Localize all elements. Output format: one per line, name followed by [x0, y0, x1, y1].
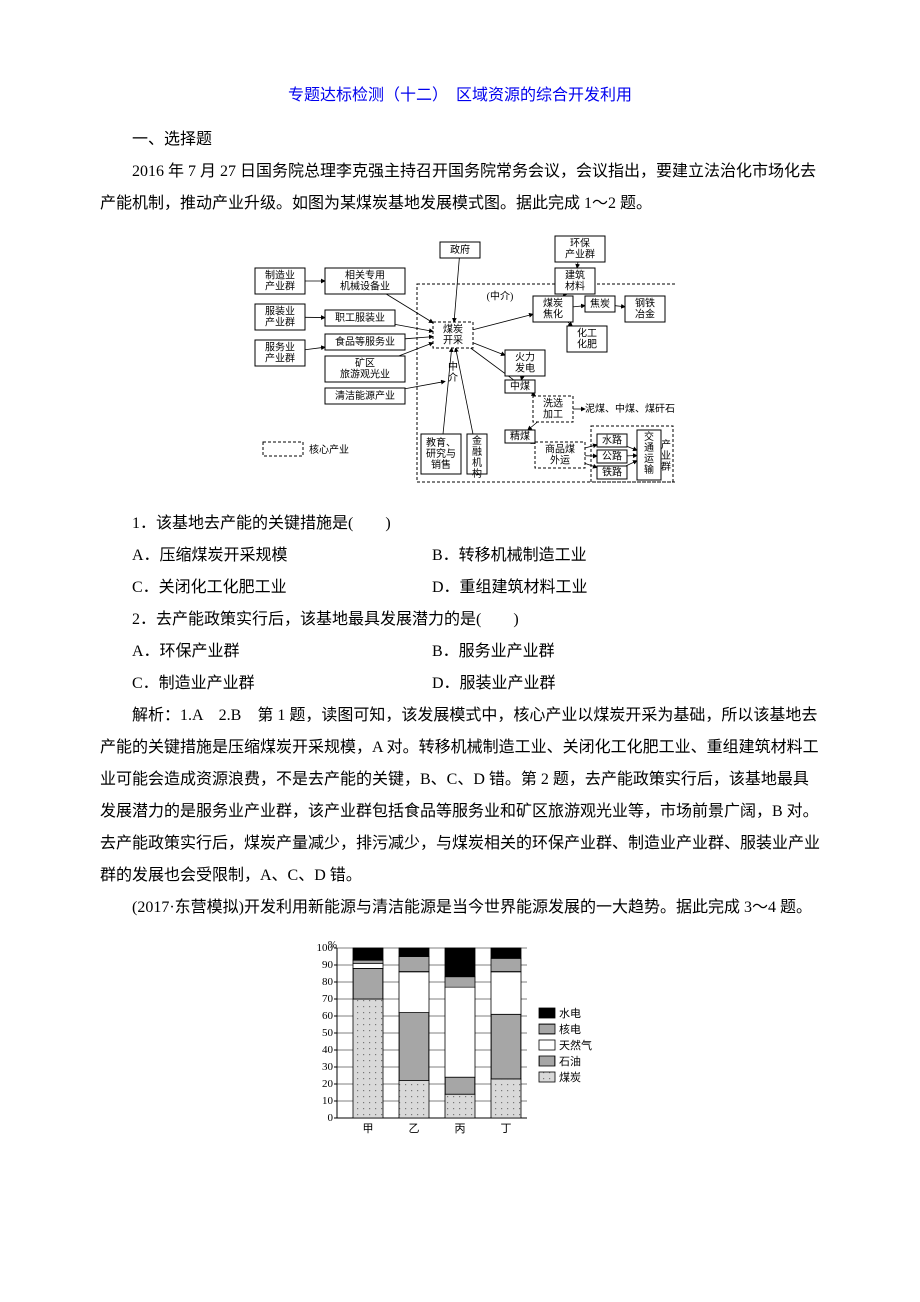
- question-2: 2．去产能政策实行后，该基地最具发展潜力的是( ): [100, 604, 820, 636]
- svg-text:服务业: 服务业: [265, 341, 295, 354]
- svg-text:乙: 乙: [409, 1122, 420, 1135]
- svg-text:钢铁: 钢铁: [635, 297, 655, 310]
- svg-text:相关专用: 相关专用: [345, 269, 385, 282]
- svg-text:丁: 丁: [501, 1123, 512, 1135]
- svg-text:产业群: 产业群: [565, 248, 595, 261]
- svg-text:加工: 加工: [543, 409, 563, 421]
- svg-text:环保: 环保: [570, 237, 590, 250]
- svg-text:机械设备业: 机械设备业: [340, 280, 390, 293]
- question-2-options-row1: A．环保产业群 B．服务业产业群: [132, 636, 820, 668]
- q1-option-a: A．压缩煤炭开采规模: [132, 540, 432, 572]
- svg-text:产: 产: [661, 438, 671, 451]
- svg-text:构: 构: [472, 467, 482, 480]
- svg-text:20: 20: [322, 1078, 334, 1090]
- svg-text:洗选: 洗选: [543, 397, 563, 410]
- svg-text:旅游观光业: 旅游观光业: [340, 368, 390, 381]
- svg-text:冶金: 冶金: [635, 308, 655, 321]
- svg-text:水电: 水电: [559, 1007, 581, 1020]
- svg-text:发电: 发电: [515, 362, 535, 375]
- svg-text:产业群: 产业群: [265, 352, 295, 365]
- q1-option-d: D．重组建筑材料工业: [432, 572, 588, 604]
- q2-option-d: D．服装业产业群: [432, 668, 556, 700]
- svg-text:水路: 水路: [602, 434, 622, 447]
- svg-text:核心产业: 核心产业: [309, 443, 349, 456]
- svg-text:90: 90: [322, 959, 334, 971]
- svg-text:中: 中: [448, 360, 458, 373]
- q2-option-a: A．环保产业群: [132, 636, 432, 668]
- svg-text:60: 60: [322, 1010, 334, 1022]
- question-1-options-row1: A．压缩煤炭开采规模 B．转移机械制造工业: [132, 540, 820, 572]
- flowchart-figure: 政府环保产业群制造业产业群相关专用机械设备业建筑材料服装业产业群职工服装业(中介…: [100, 234, 820, 494]
- svg-text:销售: 销售: [431, 458, 451, 471]
- svg-text:介: 介: [448, 372, 458, 384]
- svg-text:天然气: 天然气: [559, 1038, 592, 1052]
- svg-text:清洁能源产业: 清洁能源产业: [335, 389, 395, 402]
- svg-text:产业群: 产业群: [265, 316, 295, 329]
- q1-option-b: B．转移机械制造工业: [432, 540, 587, 572]
- section-heading: 一、选择题: [100, 124, 820, 156]
- svg-text:70: 70: [322, 993, 334, 1005]
- svg-text:公路: 公路: [602, 450, 622, 463]
- svg-text:交: 交: [644, 430, 654, 443]
- svg-text:矿区: 矿区: [355, 357, 375, 370]
- svg-text:研究与: 研究与: [426, 447, 456, 460]
- svg-text:30: 30: [322, 1061, 334, 1073]
- intro-paragraph-2: (2017·东营模拟)开发利用新能源与清洁能源是当今世界能源发展的一大趋势。据此…: [100, 892, 820, 924]
- svg-text:运: 运: [644, 453, 654, 465]
- page-title: 专题达标检测（十二） 区域资源的综合开发利用: [100, 80, 820, 112]
- svg-text:融: 融: [472, 446, 482, 458]
- svg-text:%: %: [328, 939, 337, 951]
- svg-text:80: 80: [322, 976, 334, 988]
- svg-text:商品煤: 商品煤: [545, 443, 575, 456]
- svg-text:制造业: 制造业: [265, 269, 295, 282]
- svg-text:丙: 丙: [455, 1123, 466, 1135]
- svg-text:40: 40: [322, 1044, 334, 1056]
- svg-text:中煤: 中煤: [510, 380, 530, 393]
- q2-option-b: B．服务业产业群: [432, 636, 555, 668]
- svg-text:煤炭: 煤炭: [559, 1071, 581, 1084]
- svg-text:10: 10: [322, 1095, 334, 1107]
- svg-text:材料: 材料: [565, 280, 585, 293]
- question-2-options-row2: C．制造业产业群 D．服装业产业群: [132, 668, 820, 700]
- svg-text:产业群: 产业群: [265, 280, 295, 293]
- q2-option-c: C．制造业产业群: [132, 668, 432, 700]
- svg-text:化工: 化工: [577, 327, 597, 340]
- svg-text:精煤: 精煤: [510, 430, 530, 443]
- svg-text:0: 0: [328, 1112, 334, 1124]
- svg-text:通: 通: [644, 442, 654, 454]
- svg-text:输: 输: [644, 463, 654, 476]
- svg-text:开采: 开采: [443, 335, 463, 347]
- svg-text:50: 50: [322, 1027, 334, 1039]
- barchart-figure: 0102030405060708090100%甲乙丙丁水电核电天然气石油煤炭: [100, 938, 820, 1148]
- svg-text:焦化: 焦化: [543, 308, 563, 321]
- svg-text:煤炭: 煤炭: [543, 297, 563, 310]
- svg-text:金: 金: [472, 434, 482, 447]
- svg-text:食品等服务业: 食品等服务业: [335, 335, 395, 348]
- question-1: 1．该基地去产能的关键措施是( ): [100, 508, 820, 540]
- explanation-1: 解析：1.A 2.B 第 1 题，读图可知，该发展模式中，核心产业以煤炭开采为基…: [100, 700, 820, 892]
- svg-text:甲: 甲: [363, 1123, 374, 1135]
- svg-text:火力: 火力: [515, 351, 535, 364]
- svg-text:煤炭: 煤炭: [443, 323, 463, 336]
- svg-text:建筑: 建筑: [565, 269, 585, 282]
- svg-text:石油: 石油: [559, 1054, 581, 1068]
- svg-text:教育、: 教育、: [426, 436, 456, 449]
- svg-text:群: 群: [661, 460, 671, 473]
- svg-text:职工服装业: 职工服装业: [335, 311, 385, 324]
- svg-text:政府: 政府: [450, 243, 470, 256]
- svg-text:核电: 核电: [559, 1022, 581, 1036]
- svg-text:外运: 外运: [550, 455, 570, 467]
- question-1-options-row2: C．关闭化工化肥工业 D．重组建筑材料工业: [132, 572, 820, 604]
- svg-text:服装业: 服装业: [265, 305, 295, 318]
- svg-text:化肥: 化肥: [577, 338, 597, 351]
- intro-paragraph-1: 2016 年 7 月 27 日国务院总理李克强主持召开国务院常务会议，会议指出，…: [100, 156, 820, 220]
- svg-text:焦炭: 焦炭: [590, 297, 610, 310]
- svg-text:业: 业: [661, 450, 671, 462]
- svg-text:机: 机: [472, 456, 482, 469]
- q1-option-c: C．关闭化工化肥工业: [132, 572, 432, 604]
- svg-text:泥煤、中煤、煤矸石: 泥煤、中煤、煤矸石: [585, 402, 675, 415]
- svg-text:铁路: 铁路: [602, 466, 622, 479]
- svg-text:(中介): (中介): [487, 290, 514, 303]
